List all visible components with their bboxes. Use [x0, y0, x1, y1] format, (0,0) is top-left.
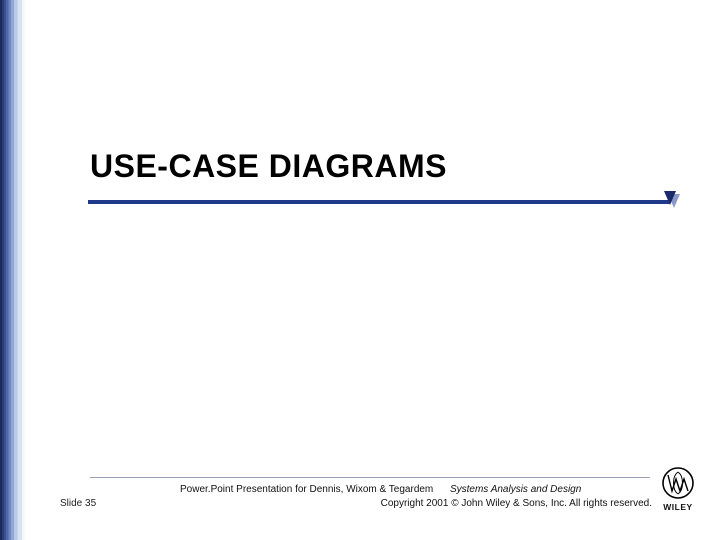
footer-copyright: Copyright 2001 © John Wiley & Sons, Inc.…	[180, 497, 660, 511]
slide-title: USE-CASE DIAGRAMS	[90, 148, 447, 185]
publisher-logo: WILEY	[658, 466, 698, 514]
footer-presentation-for: Power.Point Presentation for Dennis, Wix…	[180, 484, 433, 495]
slide-number: Slide 35	[60, 498, 96, 509]
title-underline-arrow	[664, 191, 676, 205]
publisher-name: WILEY	[658, 502, 698, 512]
footer-divider	[90, 477, 650, 478]
footer-book-title: Systems Analysis and Design	[450, 484, 581, 495]
wiley-logo-icon	[658, 466, 698, 500]
footer-attribution: Power.Point Presentation for Dennis, Wix…	[180, 483, 660, 510]
title-underline	[88, 200, 670, 204]
left-gradient-stripe	[0, 0, 26, 540]
